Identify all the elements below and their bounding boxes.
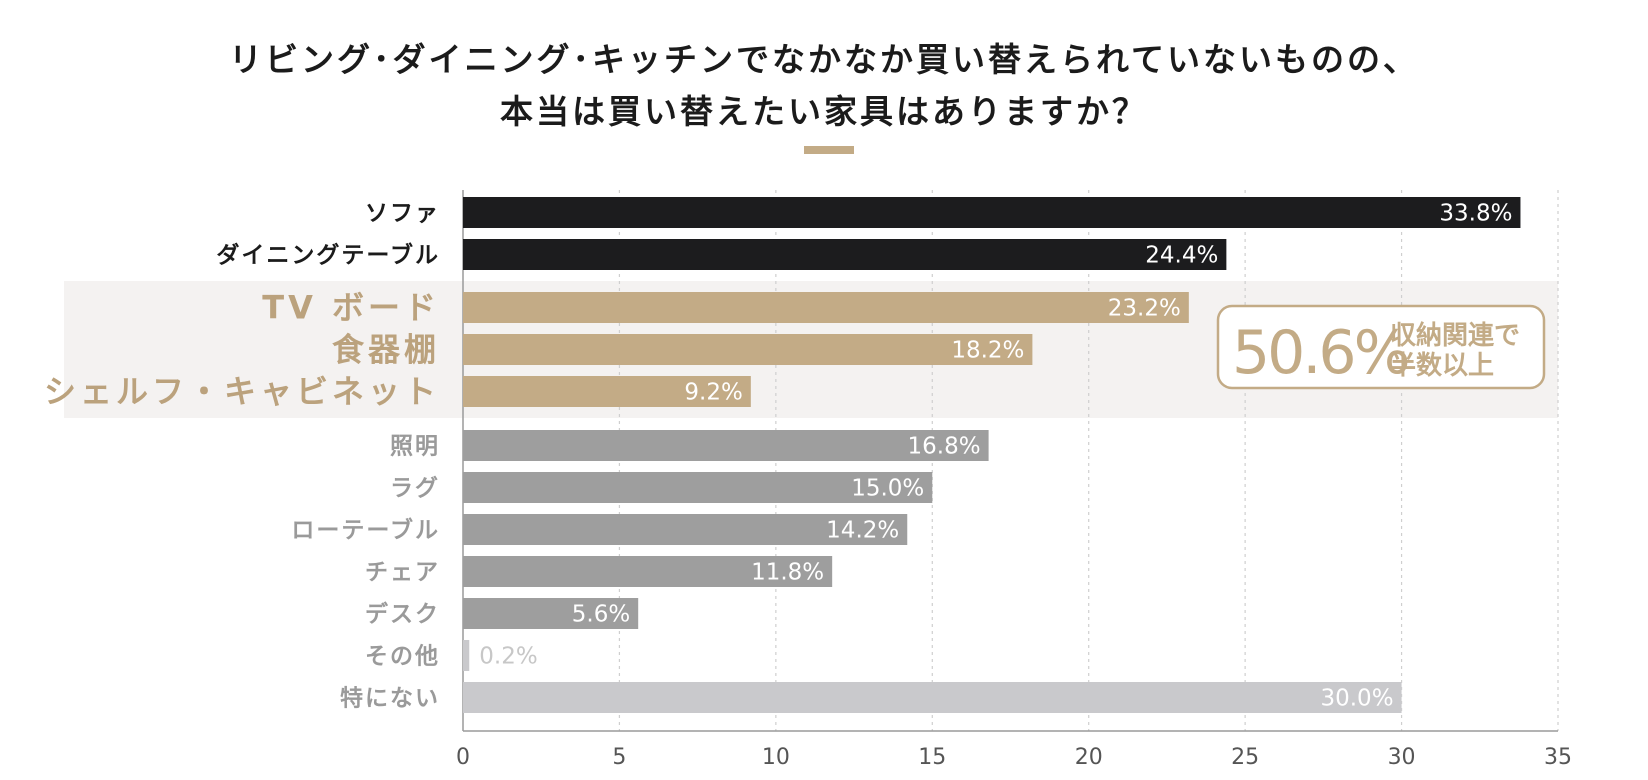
bar-7 xyxy=(463,472,933,503)
value-label-9: 11.8% xyxy=(751,560,824,586)
bar-4 xyxy=(463,334,1033,365)
x-tick-label-5: 5 xyxy=(612,745,626,770)
bar-5 xyxy=(463,376,751,407)
x-tick-label-15: 15 xyxy=(918,745,946,770)
x-tick-label-0: 0 xyxy=(456,745,470,770)
x-tick-label-10: 10 xyxy=(762,745,790,770)
value-label-4: 18.2% xyxy=(951,338,1024,364)
value-label-8: 14.2% xyxy=(826,518,899,544)
bar-2 xyxy=(463,239,1227,270)
bar-3 xyxy=(463,292,1189,323)
category-label-2: ダイニングテーブル xyxy=(216,242,440,269)
category-label-11: その他 xyxy=(365,644,440,670)
category-label-12: 特にない xyxy=(340,686,440,712)
value-label-2: 24.4% xyxy=(1145,243,1218,269)
category-label-9: チェア xyxy=(365,560,440,586)
category-label-5: シェルフ・キャビネット xyxy=(44,373,440,411)
bar-12 xyxy=(463,682,1402,713)
value-label-3: 23.2% xyxy=(1108,296,1181,322)
category-label-10: デスク xyxy=(365,601,440,628)
bar-6 xyxy=(463,430,989,461)
callout-box xyxy=(1216,304,1546,390)
category-label-4: 食器棚 xyxy=(332,331,440,369)
category-label-1: ソファ xyxy=(365,201,440,227)
chart-title: リビング･ダイニング･キッチンでなかなか買い替えられていないものの、 本当は買い… xyxy=(0,34,1648,138)
x-tick-label-20: 20 xyxy=(1075,745,1103,770)
callout-value: 50.6% xyxy=(1232,318,1408,388)
category-label-8: ローテーブル xyxy=(291,517,440,544)
value-label-6: 16.8% xyxy=(908,434,981,460)
x-tick-label-35: 35 xyxy=(1544,745,1572,770)
value-label-5: 9.2% xyxy=(684,380,742,406)
category-label-6: 照明 xyxy=(390,434,440,460)
x-tick-label-30: 30 xyxy=(1388,745,1416,770)
bar-8 xyxy=(463,514,908,545)
category-label-7: ラグ xyxy=(390,475,440,502)
x-tick-label-25: 25 xyxy=(1231,745,1259,770)
value-label-7: 15.0% xyxy=(851,476,924,502)
bar-1 xyxy=(463,197,1521,228)
bar-10 xyxy=(463,598,639,629)
chart-title-line-2: 本当は買い替えたい家具はありますか？ xyxy=(500,92,1148,131)
chart-title-line-1: リビング･ダイニング･キッチンでなかなか買い替えられていないものの、 xyxy=(228,40,1419,79)
value-label-10: 5.6% xyxy=(572,602,630,628)
category-label-3: TV ボード xyxy=(262,289,440,327)
bar-11 xyxy=(463,640,470,671)
bar-9 xyxy=(463,556,833,587)
callout-text-line-1: 収納関連で xyxy=(1390,320,1520,351)
value-label-12: 30.0% xyxy=(1320,686,1393,712)
value-label-1: 33.8% xyxy=(1439,201,1512,227)
value-label-11: 0.2% xyxy=(479,644,537,670)
title-underline-accent xyxy=(804,146,854,154)
callout-text-line-2: 半数以上 xyxy=(1390,351,1494,381)
